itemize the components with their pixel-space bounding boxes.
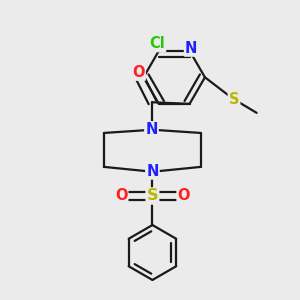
Text: S: S	[229, 92, 239, 107]
Text: N: N	[185, 40, 197, 56]
Text: S: S	[147, 188, 158, 203]
Text: N: N	[146, 164, 159, 178]
Text: Cl: Cl	[149, 36, 165, 51]
Text: O: O	[178, 188, 190, 203]
Text: O: O	[115, 188, 127, 203]
Text: O: O	[132, 65, 145, 80]
Text: N: N	[145, 122, 158, 137]
